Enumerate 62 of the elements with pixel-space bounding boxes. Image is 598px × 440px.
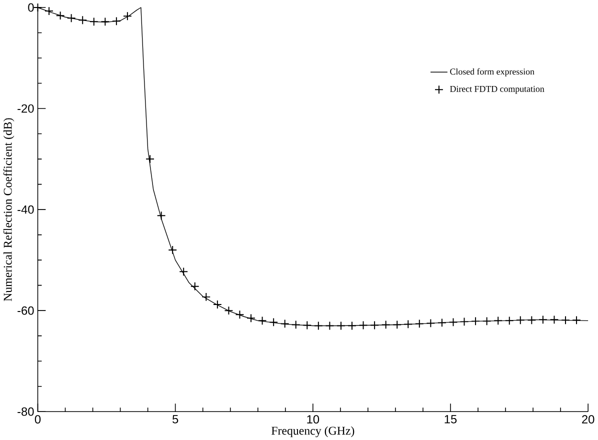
point bbox=[146, 154, 154, 164]
point bbox=[100, 16, 110, 26]
point bbox=[460, 316, 469, 326]
point bbox=[246, 313, 256, 322]
point bbox=[168, 245, 178, 254]
point bbox=[280, 319, 290, 328]
point bbox=[538, 314, 548, 324]
point bbox=[370, 320, 380, 330]
point bbox=[202, 292, 211, 302]
point bbox=[550, 314, 559, 324]
point bbox=[572, 315, 581, 324]
legend-label: Closed form expression bbox=[450, 68, 534, 76]
point bbox=[122, 11, 132, 20]
point bbox=[224, 306, 234, 315]
y-tick-label: -80 bbox=[18, 407, 34, 416]
y-tick-label: 0 bbox=[28, 3, 34, 12]
point bbox=[56, 10, 65, 20]
x-tick-label: 20 bbox=[582, 414, 594, 424]
point bbox=[404, 320, 413, 328]
point bbox=[471, 316, 480, 326]
point bbox=[348, 321, 356, 330]
point bbox=[426, 318, 436, 328]
point bbox=[44, 6, 54, 16]
point bbox=[561, 315, 570, 324]
point bbox=[516, 315, 525, 324]
point bbox=[392, 320, 402, 329]
point bbox=[235, 310, 244, 319]
point bbox=[66, 13, 76, 22]
point bbox=[302, 320, 312, 330]
x-tick-label: 10 bbox=[307, 414, 320, 424]
point bbox=[179, 266, 188, 276]
point bbox=[325, 321, 334, 330]
x-tick-label: 0 bbox=[34, 414, 41, 424]
point bbox=[358, 320, 368, 330]
point bbox=[381, 320, 390, 329]
point bbox=[33, 2, 42, 12]
point bbox=[527, 315, 536, 324]
point bbox=[89, 16, 98, 26]
point bbox=[258, 316, 267, 325]
point bbox=[78, 15, 88, 24]
y-tick-label: -20 bbox=[18, 104, 34, 113]
x-axis-title: Frequency (GHz) bbox=[271, 426, 354, 437]
point bbox=[336, 321, 346, 330]
point bbox=[414, 319, 424, 328]
y-tick-label: -40 bbox=[18, 205, 34, 214]
point bbox=[291, 320, 300, 329]
legend-label: Direct FDTD computation bbox=[450, 86, 544, 94]
y-tick-label: -60 bbox=[18, 306, 34, 315]
point bbox=[112, 16, 121, 26]
y-axis-title: Numerical Reflection Coefficient (dB) bbox=[3, 118, 14, 301]
point bbox=[212, 300, 222, 309]
x-tick-label: 15 bbox=[444, 414, 457, 424]
x-tick-label: 5 bbox=[172, 414, 178, 424]
point bbox=[314, 321, 323, 330]
point bbox=[438, 318, 446, 327]
point bbox=[504, 316, 514, 325]
point bbox=[156, 210, 166, 220]
point bbox=[448, 318, 458, 326]
point bbox=[190, 282, 200, 291]
point bbox=[482, 316, 492, 326]
point bbox=[494, 316, 503, 325]
point bbox=[269, 318, 278, 326]
